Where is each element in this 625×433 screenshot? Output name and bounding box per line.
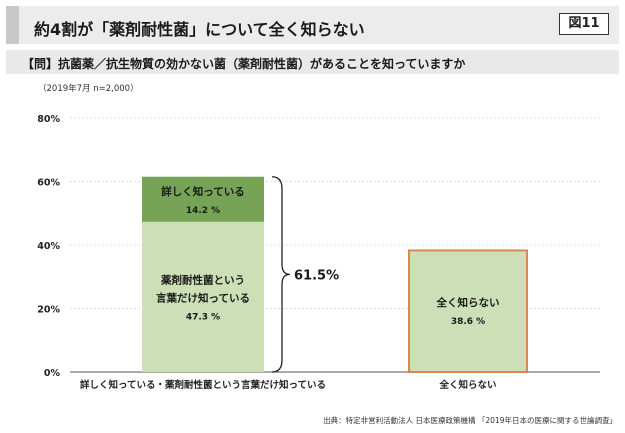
y-tick-label: 60%	[37, 178, 60, 189]
y-tick-label: 40%	[37, 241, 60, 252]
chart-title: 約4割が「薬剤耐性菌」について全く知らない	[34, 20, 365, 39]
sample-note: （2019年7月 n=2,000）	[38, 84, 139, 94]
bar-segment	[408, 249, 528, 374]
y-tick-label: 0%	[44, 368, 61, 379]
data-label: 47.3 %	[186, 312, 220, 322]
segment-label: 言葉だけ知っている	[156, 291, 250, 304]
bar-segment	[142, 176, 264, 222]
x-tick-label: 全く知らない	[438, 379, 496, 391]
data-label: 38.6 %	[451, 317, 485, 327]
y-tick-label: 20%	[37, 305, 60, 316]
figure-label: 図11	[559, 13, 609, 35]
y-tick-label: 80%	[37, 114, 60, 125]
data-label: 14.2 %	[186, 206, 220, 216]
segment-label: 薬剤耐性菌という	[160, 273, 245, 286]
bar-segment	[142, 221, 264, 372]
source-note: 出典：特定非営利活動法人 日本医療政策機構 「2019年日本の医療に関する世論調…	[323, 416, 617, 425]
title-accent	[6, 6, 19, 44]
total-annotation: 61.5%	[294, 268, 339, 283]
x-tick-label: 詳しく知っている・薬剤耐性菌という言葉だけ知っている	[80, 379, 326, 391]
segment-label: 詳しく知っている	[161, 185, 244, 198]
total-brace	[271, 176, 291, 373]
question-bar: 【問】抗菌薬／抗生物質の効かない菌（薬剤耐性菌）があることを知っていますか	[6, 50, 619, 74]
segment-label: 全く知らない	[436, 296, 500, 309]
title-bar: 約4割が「薬剤耐性菌」について全く知らない 図11	[6, 6, 619, 44]
question-text: 【問】抗菌薬／抗生物質の効かない菌（薬剤耐性菌）があることを知っていますか	[22, 57, 466, 71]
